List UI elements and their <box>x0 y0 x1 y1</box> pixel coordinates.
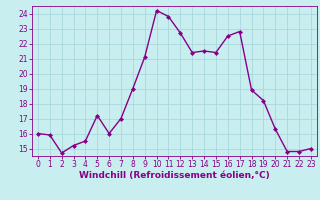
X-axis label: Windchill (Refroidissement éolien,°C): Windchill (Refroidissement éolien,°C) <box>79 171 270 180</box>
